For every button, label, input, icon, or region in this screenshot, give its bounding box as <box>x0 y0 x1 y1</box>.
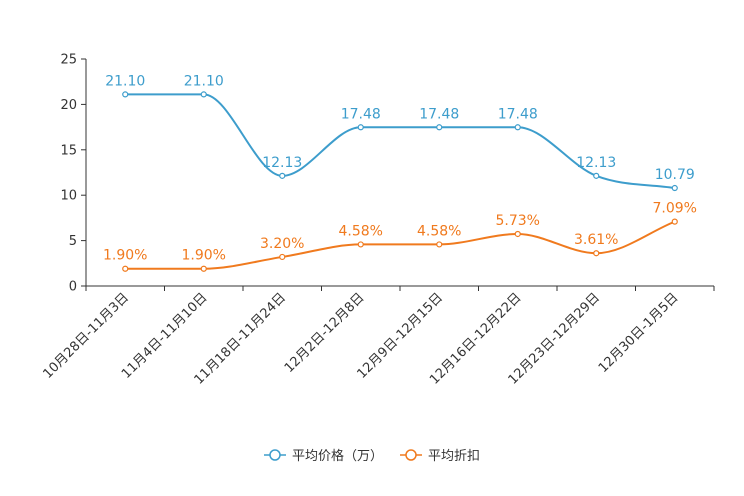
legend-label: 平均价格（万） <box>292 448 383 464</box>
data-point[interactable] <box>357 124 364 131</box>
y-tick-label: 25 <box>60 53 77 68</box>
data-point[interactable] <box>514 230 521 238</box>
data-label: 1.90% <box>103 248 147 264</box>
data-point[interactable] <box>593 172 600 179</box>
data-label: 17.48 <box>341 106 381 122</box>
legend-item-0[interactable]: 平均价格（万） <box>264 448 383 464</box>
x-tick-label: 12月30日-1月5日 <box>596 290 682 376</box>
x-tick-label: 12月9日-12月15日 <box>354 290 446 382</box>
legend[interactable]: 平均价格（万） 平均折扣 <box>264 448 480 464</box>
data-point[interactable] <box>671 184 678 192</box>
y-tick-label: 0 <box>69 280 77 295</box>
data-label: 5.73% <box>496 213 540 229</box>
data-point[interactable] <box>671 218 678 225</box>
data-label: 3.61% <box>574 232 618 248</box>
x-tick-label: 12月2日-12月8日 <box>282 290 368 376</box>
data-point[interactable] <box>200 265 207 272</box>
data-label: 10.79 <box>655 167 695 183</box>
y-tick-label: 5 <box>69 234 77 249</box>
data-point[interactable] <box>436 124 443 131</box>
legend-label: 平均折扣 <box>428 449 480 464</box>
data-point[interactable] <box>122 265 129 272</box>
legend-marker-icon <box>269 449 281 461</box>
legend-marker-icon <box>405 449 417 461</box>
series-layer: 21.10 21.10 12.13 17.48 17.48 17.48 12.13 10.79… <box>103 73 697 272</box>
data-point[interactable] <box>279 172 286 179</box>
data-label: 3.20% <box>260 236 304 252</box>
data-label: 12.13 <box>576 155 616 171</box>
y-tick-label: 10 <box>60 189 77 204</box>
data-label: 17.48 <box>498 106 538 122</box>
data-point[interactable] <box>514 124 521 131</box>
data-label: 4.58% <box>417 223 461 239</box>
data-label: 21.10 <box>184 73 224 89</box>
data-point[interactable] <box>357 241 364 248</box>
data-label: 12.13 <box>262 155 302 171</box>
legend-item-1[interactable]: 平均折扣 <box>400 449 480 464</box>
x-tick-label: 10月28日-11月3日 <box>40 290 132 382</box>
data-point[interactable] <box>200 91 207 98</box>
data-label: 1.90% <box>182 248 226 264</box>
x-tick-label: 11月4日-11月10日 <box>119 290 211 382</box>
data-point[interactable] <box>436 241 443 248</box>
data-point[interactable] <box>593 250 600 257</box>
y-tick-label: 20 <box>60 98 77 113</box>
axes: 051015202510月28日-11月3日11月4日-11月10日11月18日… <box>40 53 715 388</box>
y-tick-label: 15 <box>60 143 77 158</box>
data-label: 17.48 <box>419 106 459 122</box>
series-line-0 <box>125 93 675 190</box>
data-label: 7.09% <box>653 201 697 217</box>
data-point[interactable] <box>279 253 286 261</box>
data-point[interactable] <box>122 91 129 98</box>
data-label: 21.10 <box>105 73 145 89</box>
data-label: 4.58% <box>339 223 383 239</box>
